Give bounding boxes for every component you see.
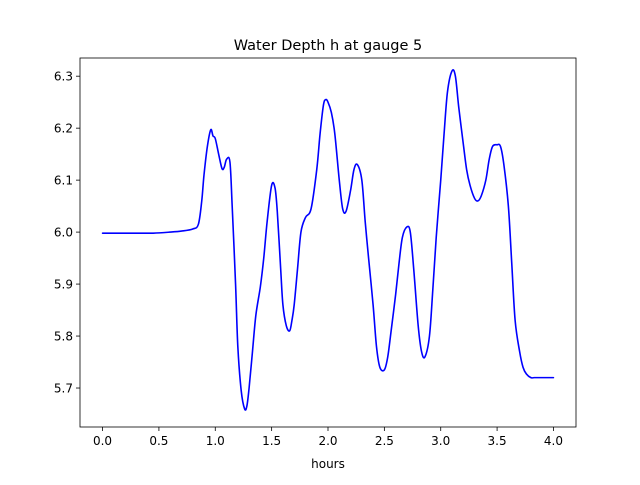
x-tick-label: 1.0 — [206, 434, 225, 448]
y-tick-label: 6.3 — [54, 70, 73, 84]
x-tick-label: 2.0 — [318, 434, 337, 448]
y-tick-label: 5.9 — [54, 278, 73, 292]
y-tick-label: 6.2 — [54, 122, 73, 136]
y-tick-label: 6.1 — [54, 174, 73, 188]
y-tick-label: 6.0 — [54, 226, 73, 240]
x-tick-label: 3.0 — [431, 434, 450, 448]
ticks-layer: 0.0 0.5 1.0 1.5 2.0 2.5 3.0 3.5 4.0 5.7 5.8 5.9 6.0 6… — [54, 70, 563, 448]
water-depth-series-line — [101, 69, 555, 411]
y-tick-label: 5.7 — [54, 382, 73, 396]
chart-title: Water Depth h at gauge 5 — [234, 38, 422, 54]
y-tick-label: 5.8 — [54, 330, 73, 344]
x-tick-label: 2.5 — [375, 434, 394, 448]
plot-layer — [101, 69, 555, 411]
x-axis-label: hours — [311, 457, 345, 471]
x-tick-label: 0.0 — [93, 434, 112, 448]
x-tick-label: 3.5 — [488, 434, 507, 448]
x-tick-label: 4.0 — [544, 434, 563, 448]
x-tick-label: 1.5 — [262, 434, 281, 448]
x-tick-label: 0.5 — [149, 434, 168, 448]
